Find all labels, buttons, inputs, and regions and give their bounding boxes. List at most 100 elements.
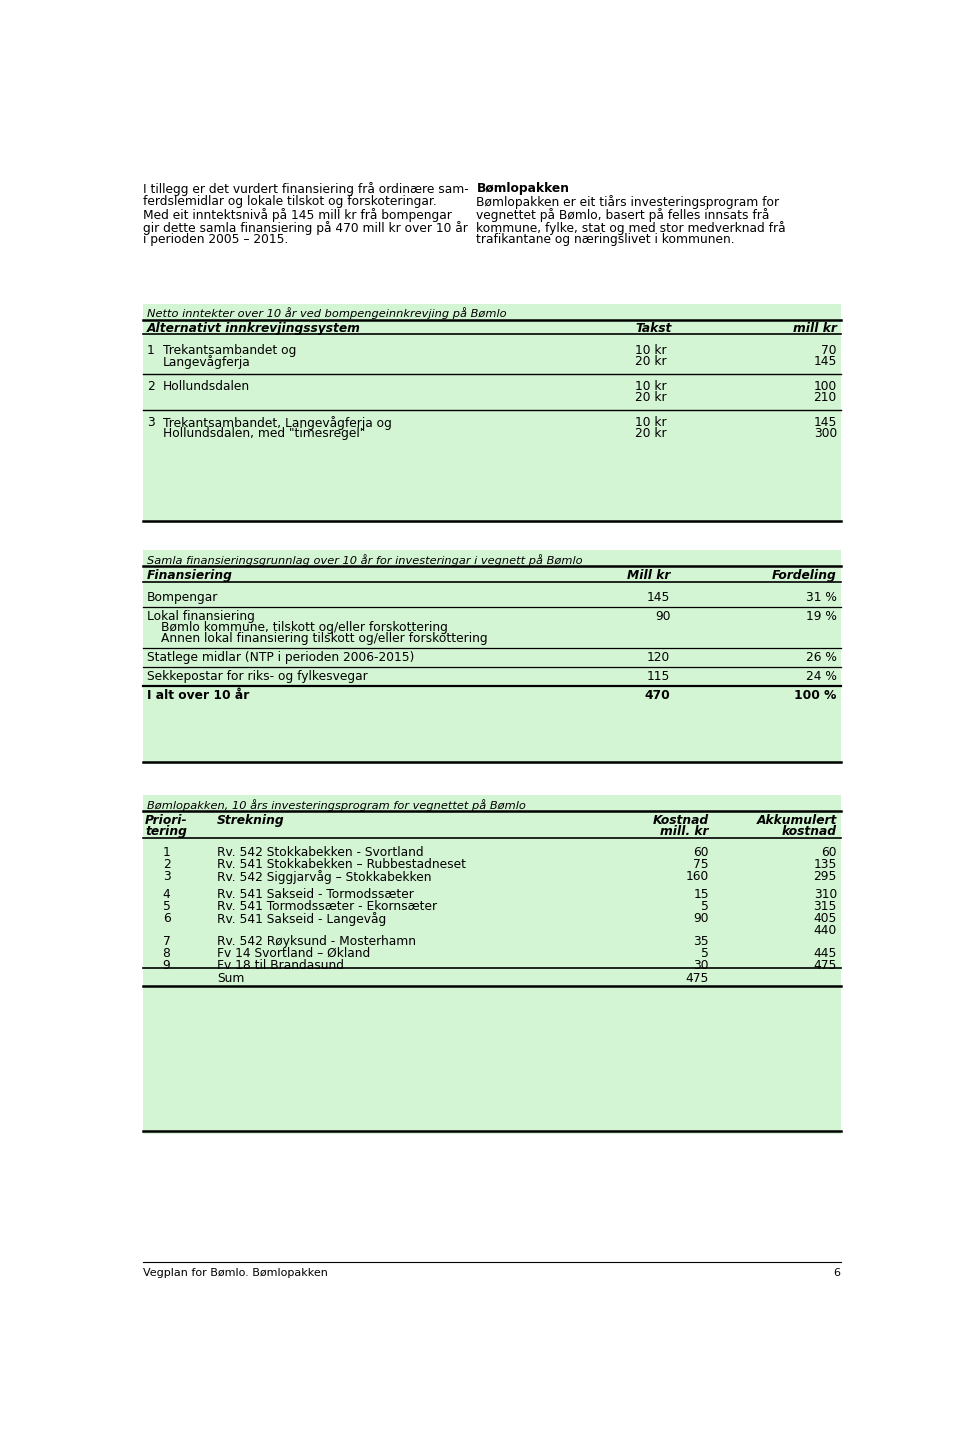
Bar bbox=[143, 550, 841, 765]
Text: Kostnad: Kostnad bbox=[653, 814, 709, 827]
Text: Sum: Sum bbox=[217, 972, 244, 985]
Text: Finansiering: Finansiering bbox=[147, 569, 233, 582]
Text: Mill kr: Mill kr bbox=[627, 569, 670, 582]
Text: 315: 315 bbox=[813, 900, 837, 913]
Text: Vegplan for Bømlo. Bømlopakken: Vegplan for Bømlo. Bømlopakken bbox=[143, 1267, 328, 1277]
Text: 2: 2 bbox=[162, 858, 170, 871]
Text: Hollundsdalen: Hollundsdalen bbox=[162, 380, 250, 393]
Text: 160: 160 bbox=[685, 870, 709, 883]
Text: 70: 70 bbox=[822, 344, 837, 357]
Text: 20 kr: 20 kr bbox=[636, 428, 667, 441]
Text: Langevågferja: Langevågferja bbox=[162, 354, 251, 369]
Text: 5: 5 bbox=[701, 946, 709, 959]
Text: 30: 30 bbox=[693, 959, 709, 972]
Text: 310: 310 bbox=[814, 887, 837, 901]
Text: 6: 6 bbox=[833, 1267, 841, 1277]
Text: Netto inntekter over 10 år ved bompengeinnkrevjing på Bømlo: Netto inntekter over 10 år ved bompengei… bbox=[147, 308, 507, 320]
Text: 2: 2 bbox=[147, 380, 155, 393]
Text: Annen lokal finansiering tilskott og/eller forskottering: Annen lokal finansiering tilskott og/ell… bbox=[161, 632, 488, 645]
Text: 60: 60 bbox=[693, 845, 709, 858]
Text: i perioden 2005 – 2015.: i perioden 2005 – 2015. bbox=[143, 233, 289, 246]
Text: 3: 3 bbox=[162, 870, 170, 883]
Text: 1: 1 bbox=[147, 344, 155, 357]
Text: 115: 115 bbox=[647, 670, 670, 683]
Text: 145: 145 bbox=[647, 590, 670, 603]
Text: Bømlopakken er eit tiårs investeringsprogram for: Bømlopakken er eit tiårs investeringspro… bbox=[476, 194, 780, 209]
Text: ferdslemidlar og lokale tilskot og forskoteringar.: ferdslemidlar og lokale tilskot og forsk… bbox=[143, 194, 437, 207]
Text: 90: 90 bbox=[693, 912, 709, 924]
Text: Hollundsdalen, med "timesregel": Hollundsdalen, med "timesregel" bbox=[162, 428, 365, 441]
Text: Trekantsambandet og: Trekantsambandet og bbox=[162, 344, 296, 357]
Text: 6: 6 bbox=[162, 912, 170, 924]
Text: 10 kr: 10 kr bbox=[636, 344, 667, 357]
Text: kostnad: kostnad bbox=[781, 825, 837, 838]
Text: 5: 5 bbox=[162, 900, 171, 913]
Text: 9: 9 bbox=[162, 959, 170, 972]
Text: 10 kr: 10 kr bbox=[636, 380, 667, 393]
Text: kommune, fylke, stat og med stor medverknad frå: kommune, fylke, stat og med stor medverk… bbox=[476, 220, 786, 235]
Text: 5: 5 bbox=[701, 900, 709, 913]
Text: Bømlo kommune, tilskott og/eller forskottering: Bømlo kommune, tilskott og/eller forskot… bbox=[161, 621, 448, 634]
Text: Priori-: Priori- bbox=[145, 814, 188, 827]
Text: 440: 440 bbox=[814, 923, 837, 936]
Text: 10 kr: 10 kr bbox=[636, 416, 667, 429]
Bar bbox=[143, 304, 841, 523]
Text: 210: 210 bbox=[814, 392, 837, 405]
Text: 15: 15 bbox=[693, 887, 709, 901]
Text: Statlege midlar (NTP i perioden 2006-2015): Statlege midlar (NTP i perioden 2006-201… bbox=[147, 651, 415, 664]
Text: mill kr: mill kr bbox=[793, 323, 837, 336]
Text: Rv. 541 Sakseid - Langevåg: Rv. 541 Sakseid - Langevåg bbox=[217, 912, 386, 926]
Text: 60: 60 bbox=[822, 845, 837, 858]
Text: Bømlopakken: Bømlopakken bbox=[476, 181, 569, 194]
Text: 100 %: 100 % bbox=[795, 688, 837, 701]
Text: Sekkepostar for riks- og fylkesvegar: Sekkepostar for riks- og fylkesvegar bbox=[147, 670, 368, 683]
Text: Strekning: Strekning bbox=[217, 814, 284, 827]
Text: 475: 475 bbox=[813, 959, 837, 972]
Text: 475: 475 bbox=[685, 972, 709, 985]
Text: tering: tering bbox=[146, 825, 187, 838]
Text: 4: 4 bbox=[162, 887, 170, 901]
Text: 295: 295 bbox=[813, 870, 837, 883]
Text: Fv 14 Svortland – Økland: Fv 14 Svortland – Økland bbox=[217, 946, 371, 959]
Text: 20 kr: 20 kr bbox=[636, 392, 667, 405]
Text: 26 %: 26 % bbox=[806, 651, 837, 664]
Text: trafikantane og næringslivet i kommunen.: trafikantane og næringslivet i kommunen. bbox=[476, 233, 735, 246]
Text: Rv. 542 Siggjarvåg – Stokkabekken: Rv. 542 Siggjarvåg – Stokkabekken bbox=[217, 870, 431, 884]
Text: 300: 300 bbox=[814, 428, 837, 441]
Text: Samla finansieringsgrunnlag over 10 år for investeringar i vegnett på Bømlo: Samla finansieringsgrunnlag over 10 år f… bbox=[147, 554, 583, 566]
Text: Bompengar: Bompengar bbox=[147, 590, 219, 603]
Text: 145: 145 bbox=[813, 354, 837, 367]
Text: Rv. 541 Sakseid - Tormodssæter: Rv. 541 Sakseid - Tormodssæter bbox=[217, 887, 414, 901]
Text: 7: 7 bbox=[162, 935, 170, 948]
Text: 19 %: 19 % bbox=[806, 609, 837, 622]
Text: 35: 35 bbox=[693, 935, 709, 948]
Text: 1: 1 bbox=[162, 845, 170, 858]
Text: 120: 120 bbox=[647, 651, 670, 664]
Text: 8: 8 bbox=[162, 946, 171, 959]
Text: 145: 145 bbox=[813, 416, 837, 429]
Text: 24 %: 24 % bbox=[806, 670, 837, 683]
Text: 445: 445 bbox=[813, 946, 837, 959]
Text: Trekantsambandet, Langevågferja og: Trekantsambandet, Langevågferja og bbox=[162, 416, 392, 431]
Text: 135: 135 bbox=[813, 858, 837, 871]
Text: 100: 100 bbox=[814, 380, 837, 393]
Text: Fv 18 til Brandasund: Fv 18 til Brandasund bbox=[217, 959, 344, 972]
Text: Fordeling: Fordeling bbox=[772, 569, 837, 582]
Text: Med eit inntektsnivå på 145 mill kr frå bompengar: Med eit inntektsnivå på 145 mill kr frå … bbox=[143, 207, 452, 222]
Text: 75: 75 bbox=[693, 858, 709, 871]
Text: 470: 470 bbox=[644, 688, 670, 701]
Text: 31 %: 31 % bbox=[806, 590, 837, 603]
Text: I tillegg er det vurdert finansiering frå ordinære sam-: I tillegg er det vurdert finansiering fr… bbox=[143, 181, 469, 196]
Text: Alternativt innkrevjingssystem: Alternativt innkrevjingssystem bbox=[147, 323, 361, 336]
Text: Bømlopakken, 10 års investeringsprogram for vegnettet på Bømlo: Bømlopakken, 10 års investeringsprogram … bbox=[147, 799, 526, 811]
Text: 20 kr: 20 kr bbox=[636, 354, 667, 367]
Text: 3: 3 bbox=[147, 416, 155, 429]
Text: Rv. 542 Stokkabekken - Svortland: Rv. 542 Stokkabekken - Svortland bbox=[217, 845, 423, 858]
Text: Rv. 541 Tormodssæter - Ekornsæter: Rv. 541 Tormodssæter - Ekornsæter bbox=[217, 900, 437, 913]
Text: gir dette samla finansiering på 470 mill kr over 10 år: gir dette samla finansiering på 470 mill… bbox=[143, 220, 468, 235]
Text: Akkumulert: Akkumulert bbox=[756, 814, 837, 827]
Text: 405: 405 bbox=[813, 912, 837, 924]
Bar bbox=[143, 795, 841, 1133]
Text: Rv. 542 Røyksund - Mosterhamn: Rv. 542 Røyksund - Mosterhamn bbox=[217, 935, 416, 948]
Text: Rv. 541 Stokkabekken – Rubbestadneset: Rv. 541 Stokkabekken – Rubbestadneset bbox=[217, 858, 466, 871]
